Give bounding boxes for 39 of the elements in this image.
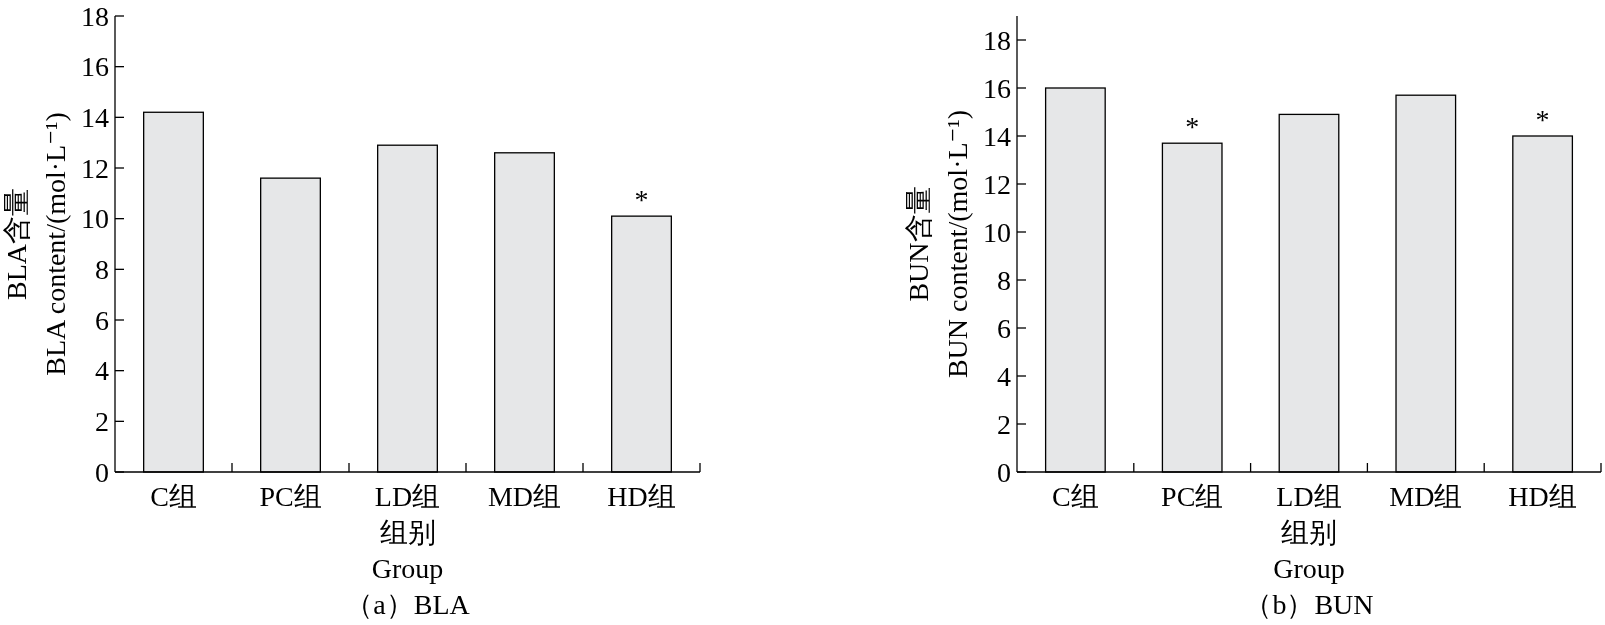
y-tick-label: 12 [81, 152, 109, 184]
y-tick-label: 0 [997, 456, 1011, 488]
annotation: * [634, 184, 649, 216]
text: （a）BLA [345, 589, 471, 620]
y-tick-label: 10 [983, 216, 1011, 248]
x-tick-label: MD组 [1389, 481, 1463, 512]
y-tick-label: 2 [95, 405, 109, 437]
y-tick-label: 18 [983, 24, 1011, 56]
y-tick-label: 14 [81, 101, 109, 133]
text: （b）BUN [1244, 589, 1374, 620]
y-tick-label: 18 [81, 0, 109, 32]
y-tick-label: 8 [95, 253, 109, 285]
y-tick-label: 16 [983, 72, 1011, 104]
y-tick-label: 16 [81, 51, 109, 83]
y-tick-label: 14 [983, 120, 1011, 152]
x-axis-title: 组别 Group [1273, 517, 1345, 584]
x-tick-label: LD组 [1276, 481, 1342, 512]
annotation: * [1535, 104, 1550, 135]
x-tick-label: PC组 [259, 481, 322, 512]
y-tick-label: 2 [997, 408, 1011, 440]
x-tick-label: HD组 [1508, 481, 1577, 512]
x-axis-title: 组别 Group [371, 517, 444, 584]
y-tick-label: 4 [95, 355, 109, 387]
y-tick-label: 0 [95, 456, 109, 488]
y-tick-label: 12 [983, 168, 1011, 200]
x-tick-label: HD组 [607, 481, 676, 512]
y-tick-label: 10 [81, 203, 109, 235]
y-axis-title: BLA含量 BLA content/(mol·L⁻¹) [0, 112, 71, 376]
y-tick-label: 6 [95, 304, 109, 336]
x-tick-label: PC组 [1161, 481, 1224, 512]
x-tick-label: C组 [150, 481, 197, 512]
x-tick-label: C组 [1052, 481, 1099, 512]
y-axis-title: BUN含量 BUN content/(mol·L⁻¹) [902, 109, 973, 379]
y-tick-label: 6 [997, 312, 1011, 344]
x-tick-label: LD组 [374, 481, 441, 512]
x-tick-label: MD组 [487, 481, 562, 512]
annotation: * [1185, 111, 1200, 143]
y-tick-label: 4 [997, 360, 1011, 392]
y-tick-label: 8 [997, 264, 1011, 296]
